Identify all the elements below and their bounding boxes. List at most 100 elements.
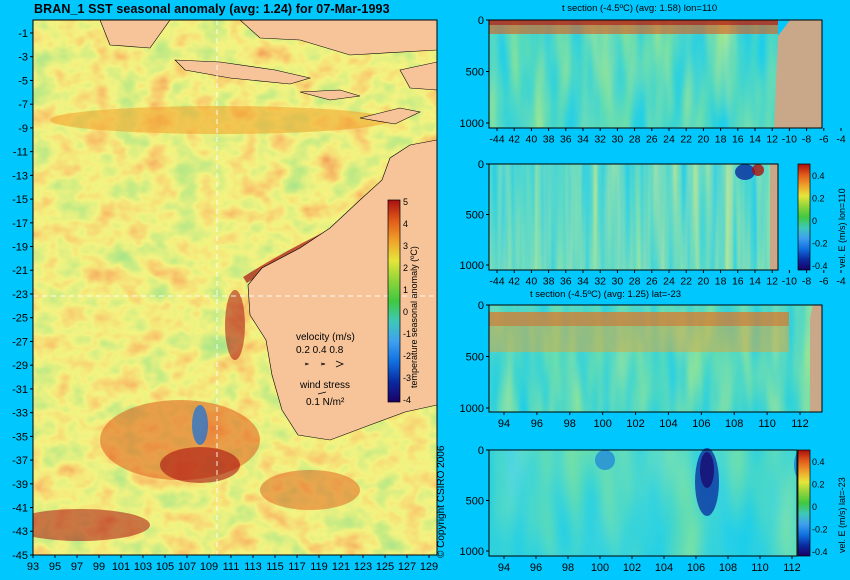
section1-x-tick-label: -4 <box>836 134 845 146</box>
section2-field <box>489 164 770 270</box>
section2-y-tick-label: 0 <box>478 159 484 171</box>
section3-y-tick-label: 500 <box>466 351 484 363</box>
section-lines <box>33 20 437 555</box>
map-colorbar-tick-label: -4 <box>403 395 411 405</box>
map-x-tick-label: 117 <box>288 561 306 573</box>
section4-x-tick-label: 110 <box>751 562 769 574</box>
map-y-tick-label: -33 <box>12 408 28 420</box>
section3-y-tick-label: 0 <box>478 300 484 312</box>
section2-x-tick-label: 24 <box>663 276 675 288</box>
section3-x-tick-label: 112 <box>791 418 809 430</box>
map-x-tick-label: 101 <box>112 561 130 573</box>
map-x-ticks: 93 95 97 99 101 103 105 107 109 111 113 115 117 119 12… <box>27 555 438 573</box>
section1-land <box>774 20 822 128</box>
section1-y-tick-label: 0 <box>478 15 484 27</box>
section3-x-tick-label: 106 <box>692 418 710 430</box>
section1-x-tick-label: 30 <box>612 134 624 146</box>
section2-x-tick-label: 42 <box>508 276 520 288</box>
map-y-tick-label: -43 <box>12 526 28 538</box>
map-panel: 93 95 97 99 101 103 105 107 109 111 113 115 117 119 12… <box>12 19 438 573</box>
section1-panel: -44 42 40 38 36 34 32 30 28 26 24 22 20 18 16 14 12 -10 -8… <box>460 15 846 146</box>
wind-value: 0.1 N/m² <box>306 397 345 408</box>
section2-x-tick-label: 30 <box>612 276 624 288</box>
map-y-tick-label: -15 <box>12 194 28 206</box>
section3-x-tick-label: 102 <box>626 418 644 430</box>
section2-colorbar-tick-label: -0.2 <box>812 239 828 249</box>
map-colorbar-tick-label: 2 <box>403 263 408 273</box>
section4-x-tick-label: 112 <box>783 562 801 574</box>
section2-x-tick-label: 26 <box>646 276 658 288</box>
map-x-tick-label: 125 <box>376 561 394 573</box>
map-x-tick-label: 123 <box>354 561 372 573</box>
section4-colorbar-tick-label: 0.2 <box>812 480 825 490</box>
section4-colorbar-tick-label: 0.4 <box>812 457 825 467</box>
section1-x-tick-label: 26 <box>646 134 658 146</box>
map-x-tick-label: 121 <box>332 561 350 573</box>
section4-colorbar-tick-label: -0.4 <box>812 547 828 557</box>
section2-x-tick-label: 20 <box>698 276 710 288</box>
map-y-tick-label: -5 <box>18 75 28 87</box>
section1-x-tick-label: 32 <box>594 134 606 146</box>
section1-x-tick-label: 28 <box>629 134 641 146</box>
section4-x-ticks: 94 96 98 100 102 104 106 108 110 112 <box>498 556 801 574</box>
section3-y-ticks: 0 500 1000 <box>460 300 489 415</box>
section4-panel: 94 96 98 100 102 104 106 108 110 112 0 500 1000 0.4… <box>460 445 847 574</box>
map-y-tick-label: -31 <box>12 384 28 396</box>
map-y-tick-label: -1 <box>18 28 28 40</box>
section2-colorbar-ticks: 0.4 0.2 0 -0.2 -0.4 <box>812 171 828 271</box>
map-colorbar <box>387 199 401 403</box>
section1-x-tick-label: 38 <box>543 134 555 146</box>
map-colorbar-tick-label: 4 <box>403 219 408 229</box>
velocity-values: 0.2 0.4 0.8 <box>296 345 344 356</box>
section4-colorbar-ticks: 0.4 0.2 0 -0.2 -0.4 <box>812 457 828 557</box>
section4-colorbar-label: vel. E (m/s) lat=-23 <box>837 477 847 553</box>
map-y-tick-label: -23 <box>12 289 28 301</box>
section4-x-tick-label: 102 <box>623 562 641 574</box>
section3-field <box>489 305 813 412</box>
section2-x-tick-label: 34 <box>577 276 589 288</box>
map-colorbar-tick-label: 0 <box>403 307 408 317</box>
section1-x-tick-label: 20 <box>698 134 710 146</box>
map-x-tick-label: 127 <box>398 561 416 573</box>
map-y-tick-label: -19 <box>12 242 28 254</box>
section1-x-tick-label: 24 <box>663 134 675 146</box>
section2-x-tick-label: -8 <box>802 276 811 288</box>
section2-x-tick-label: 38 <box>543 276 555 288</box>
section2-colorbar-tick-label: -0.4 <box>812 261 828 271</box>
section2-x-tick-label: 40 <box>526 276 538 288</box>
section4-colorbar-tick-label: 0 <box>812 502 817 512</box>
section2-x-tick-label: 22 <box>680 276 692 288</box>
map-y-tick-label: -7 <box>18 99 28 111</box>
section4-x-tick-label: 94 <box>498 562 510 574</box>
section3-x-tick-label: 110 <box>758 418 776 430</box>
map-colorbar-tick-label: -3 <box>403 373 411 383</box>
section1-y-tick-label: 500 <box>466 66 484 78</box>
map-y-tick-label: -21 <box>12 265 28 277</box>
section2-x-tick-label: -4 <box>836 276 845 288</box>
section1-x-tick-label: -10 <box>782 134 797 146</box>
section1-x-tick-label: 12 <box>766 134 778 146</box>
section4-colorbar <box>797 449 811 557</box>
section4-field <box>489 450 805 556</box>
map-x-tick-label: 107 <box>178 561 196 573</box>
section1-x-tick-label: 34 <box>577 134 589 146</box>
map-x-tick-label: 99 <box>93 561 105 573</box>
section1-x-tick-label: 42 <box>508 134 520 146</box>
section4-x-tick-label: 100 <box>591 562 609 574</box>
map-x-tick-label: 115 <box>266 561 284 573</box>
map-y-tick-label: -45 <box>12 550 28 562</box>
section3-x-tick-label: 98 <box>564 418 576 430</box>
section2-x-ticks: -44 42 40 38 36 34 32 30 28 26 24 22 20 18 16 14 12 -10 -8… <box>489 270 846 288</box>
section4-x-tick-label: 104 <box>655 562 673 574</box>
section2-colorbar-tick-label: 0.4 <box>812 171 825 181</box>
section4-x-tick-label: 108 <box>719 562 737 574</box>
map-y-tick-label: -41 <box>12 503 28 515</box>
map-x-tick-label: 129 <box>420 561 438 573</box>
map-y-tick-label: -25 <box>12 313 28 325</box>
section1-x-ticks: -44 42 40 38 36 34 32 30 28 26 24 22 20 18 16 14 12 -10 -8… <box>489 128 846 146</box>
section2-x-tick-label: 12 <box>766 276 778 288</box>
section2-x-tick-label: 14 <box>749 276 761 288</box>
map-y-tick-label: -27 <box>12 336 28 348</box>
section1-x-tick-label: 16 <box>732 134 744 146</box>
section1-x-tick-label: -6 <box>819 134 828 146</box>
